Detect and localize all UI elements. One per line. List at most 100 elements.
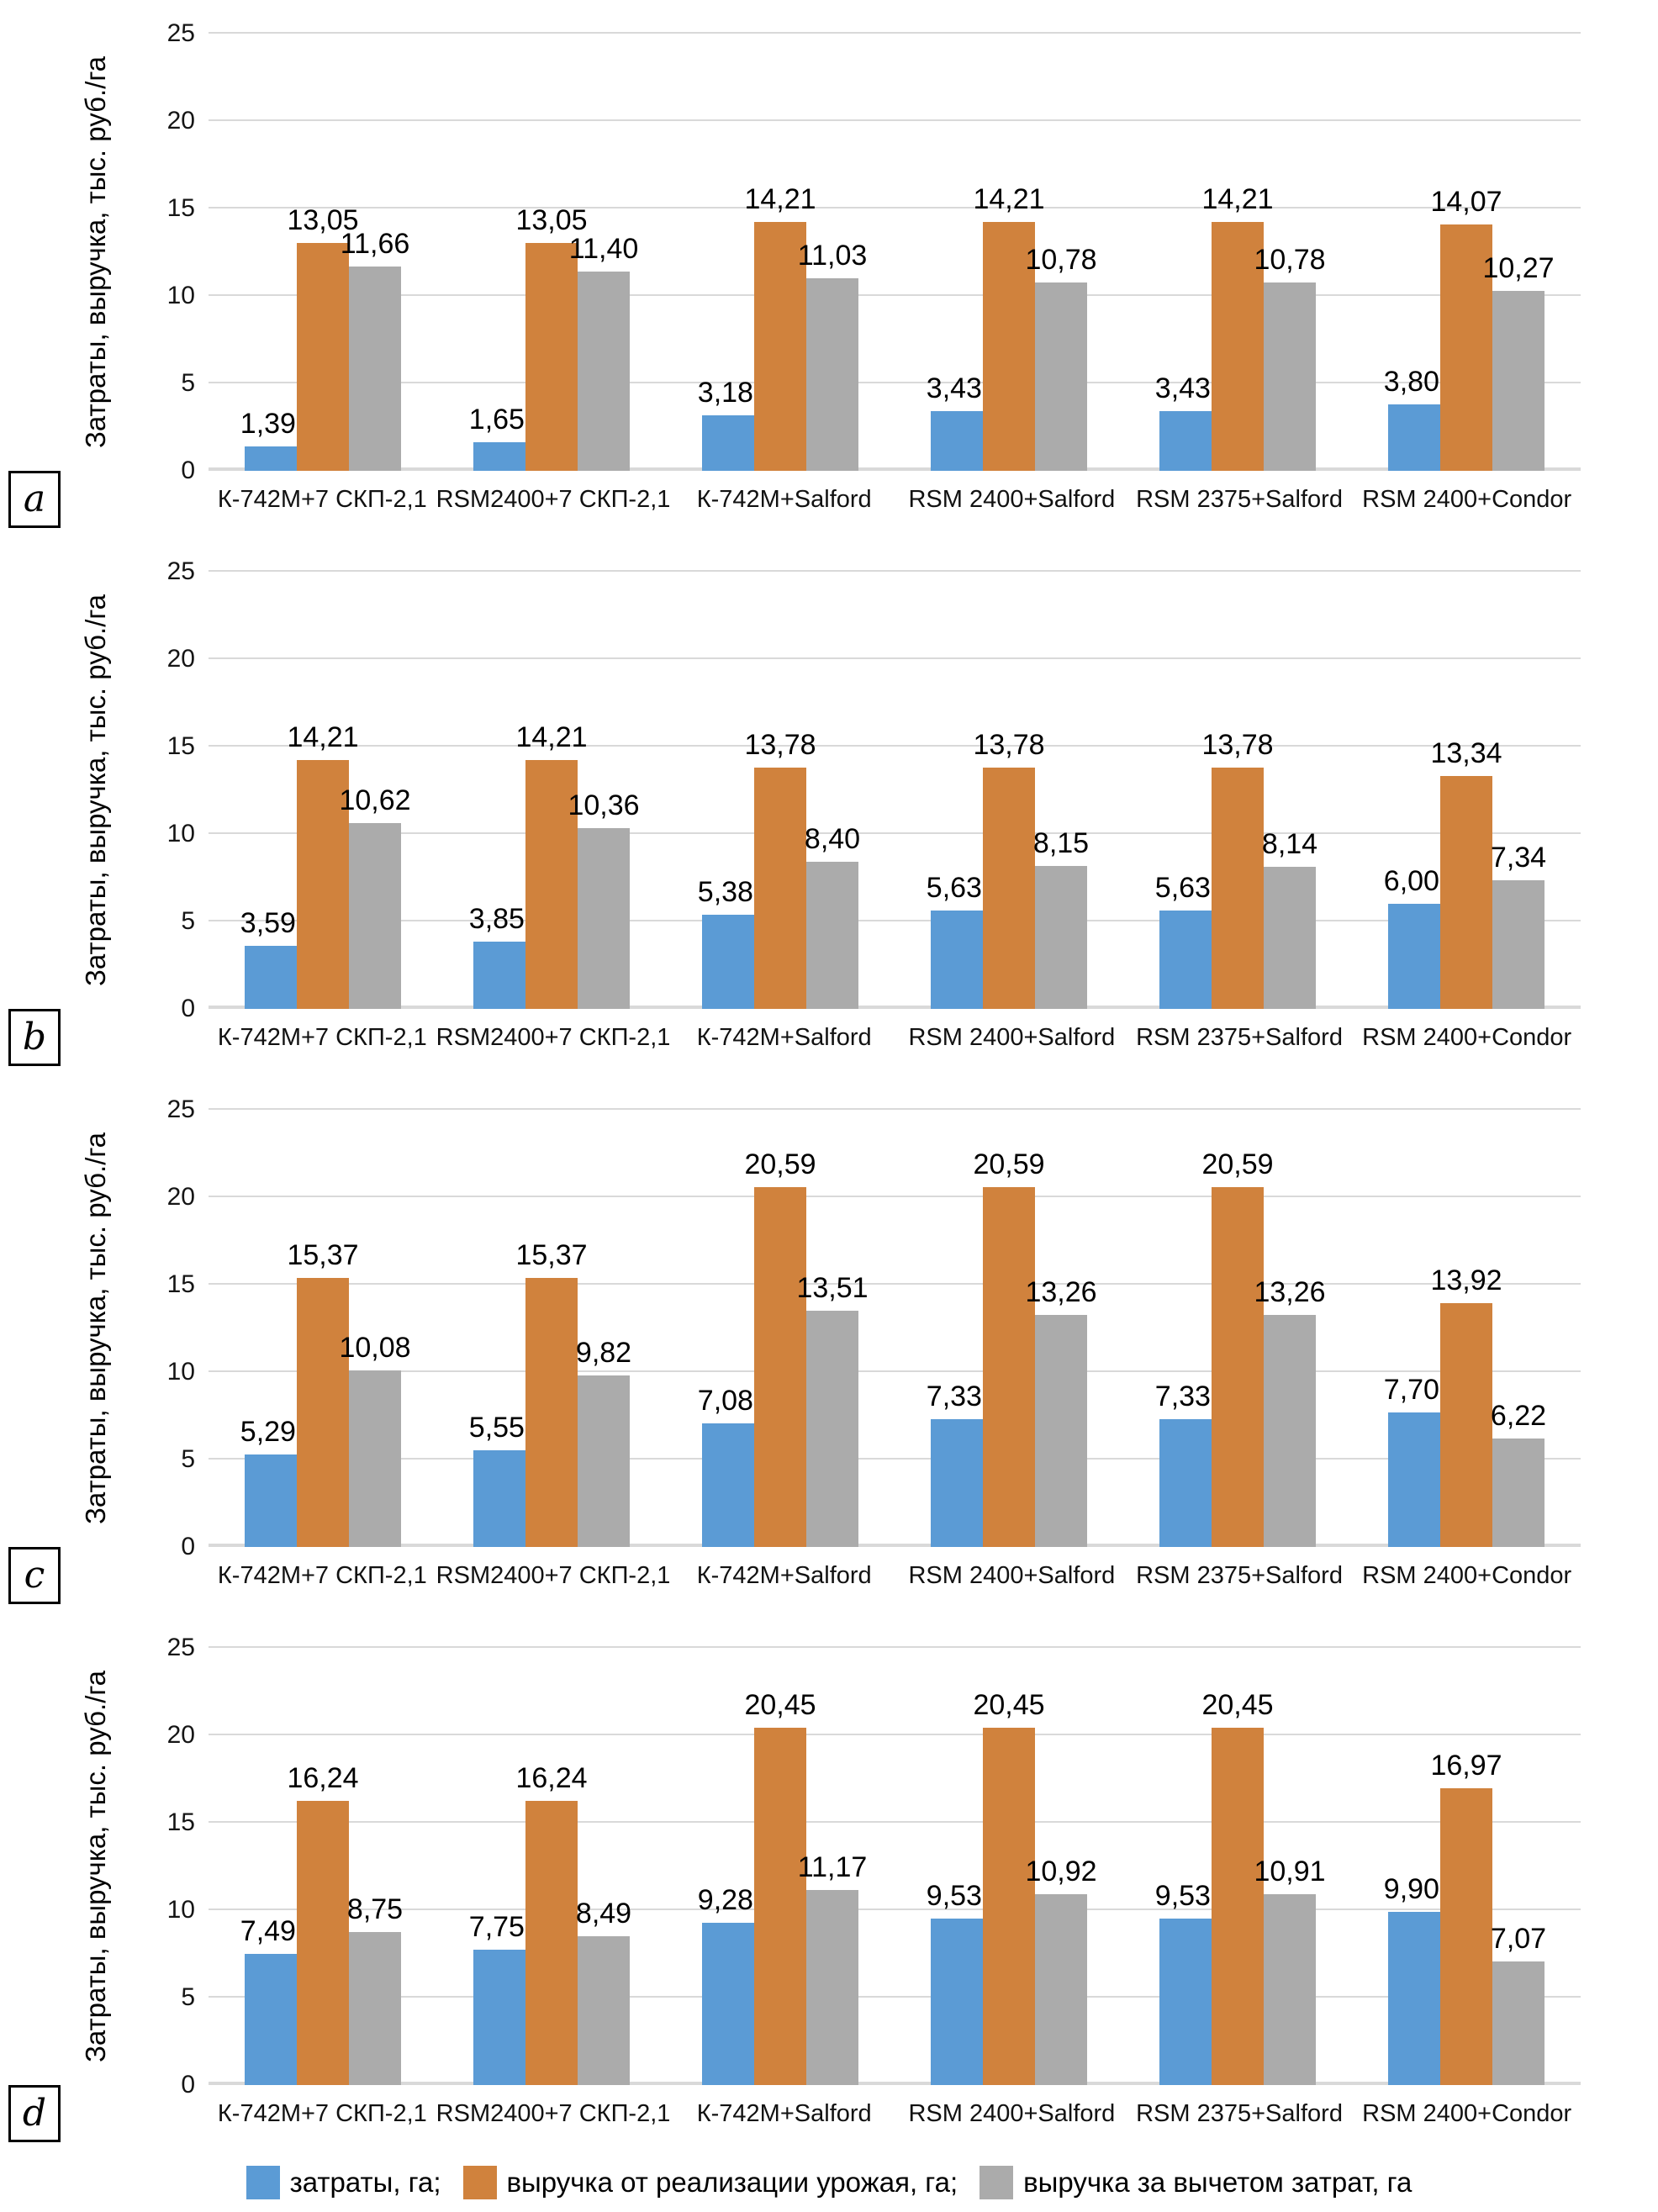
gridline bbox=[209, 1370, 1581, 1372]
bar-net-revenue bbox=[1264, 1894, 1316, 2085]
x-axis-category-labels: К-742М+7 СКП-2,1 RSM2400+7 СКП-2,1 К-742М+… bbox=[209, 486, 1581, 514]
legend-item-costs: затраты, га; bbox=[246, 2165, 441, 2199]
value-label-revenue: 20,59 bbox=[973, 1148, 1045, 1180]
bar-net-revenue bbox=[578, 271, 630, 471]
value-label-net-revenue: 8,15 bbox=[1032, 827, 1090, 860]
bar-revenue bbox=[1440, 1788, 1492, 2085]
value-label-revenue: 14,21 bbox=[287, 721, 359, 754]
bar-costs bbox=[473, 1949, 525, 2085]
value-label-revenue: 15,37 bbox=[515, 1239, 588, 1272]
chart-panel-c: Затраты, выручка, тыс. руб./га 0 5 10 15 20 2… bbox=[0, 1076, 1658, 1614]
bar-group: 9,53 20,45 10,91 bbox=[1123, 1648, 1352, 2085]
bar-costs bbox=[1159, 1918, 1212, 2085]
bar-costs bbox=[245, 446, 297, 471]
value-label-net-revenue: 8,75 bbox=[346, 1893, 404, 1925]
bar-revenue bbox=[983, 222, 1035, 471]
y-tick-label: 0 bbox=[181, 457, 195, 484]
bar-costs bbox=[702, 414, 754, 471]
category-label: К-742М+Salford bbox=[696, 486, 872, 513]
bar-slot: 20,59 bbox=[1201, 1110, 1274, 1547]
plot-area: 3,59 14,21 10,62 3,85 14,21 10,36 5,38 13,78 8,4… bbox=[209, 570, 1581, 1009]
bar-slot: 7,08 bbox=[698, 1110, 754, 1547]
bar-revenue bbox=[983, 1186, 1035, 1547]
value-label-net-revenue: 10,78 bbox=[1254, 243, 1326, 276]
x-axis-line bbox=[209, 2082, 1581, 2085]
category-label: К-742М+7 СКП-2,1 bbox=[217, 2100, 427, 2127]
bar-slot: 10,62 bbox=[339, 572, 411, 1009]
x-axis-category-labels: К-742М+7 СКП-2,1 RSM2400+7 СКП-2,1 К-742М+… bbox=[209, 1024, 1581, 1052]
bar-revenue bbox=[297, 1801, 349, 2085]
bar-net-revenue bbox=[806, 862, 858, 1009]
value-label-costs: 3,43 bbox=[1154, 372, 1211, 404]
bar-revenue bbox=[983, 768, 1035, 1009]
y-tick-label: 15 bbox=[166, 194, 195, 222]
gridline bbox=[209, 570, 1581, 572]
bar-net-revenue bbox=[1492, 1438, 1544, 1547]
bar-revenue bbox=[525, 760, 578, 1009]
gridline bbox=[209, 1458, 1581, 1460]
bar-slot: 3,85 bbox=[469, 572, 525, 1009]
y-axis-ticks: 0 5 10 15 20 25 bbox=[126, 559, 195, 1022]
gridline bbox=[209, 657, 1581, 659]
value-label-revenue: 13,34 bbox=[1430, 736, 1502, 769]
bar-slot: 3,43 bbox=[927, 34, 983, 471]
chart-panel-a: Затраты, выручка, тыс. руб./га 0 5 10 15 20 2… bbox=[0, 0, 1658, 538]
value-label-revenue: 16,24 bbox=[287, 1762, 359, 1795]
value-label-net-revenue: 10,27 bbox=[1482, 252, 1555, 285]
bar-net-revenue bbox=[578, 827, 630, 1009]
bar-slot: 8,14 bbox=[1262, 572, 1317, 1009]
bar-slot: 5,55 bbox=[469, 1110, 525, 1547]
y-tick-label: 25 bbox=[166, 19, 195, 47]
bar-net-revenue bbox=[578, 1936, 630, 2085]
bar-net-revenue bbox=[1492, 291, 1544, 471]
value-label-revenue: 13,92 bbox=[1430, 1264, 1502, 1297]
category-label: RSM 2375+Salford bbox=[1136, 1562, 1343, 1589]
bar-groups: 1,39 13,05 11,66 1,65 13,05 11,40 3,18 14,21 11,… bbox=[209, 34, 1581, 471]
bar-slot: 7,75 bbox=[469, 1648, 525, 2085]
gridline bbox=[209, 745, 1581, 747]
value-label-costs: 7,49 bbox=[240, 1915, 296, 1948]
value-label-costs: 7,33 bbox=[1154, 1380, 1211, 1412]
bar-costs bbox=[931, 410, 983, 471]
bar-slot: 10,08 bbox=[339, 1110, 411, 1547]
value-label-net-revenue: 6,22 bbox=[1490, 1399, 1547, 1432]
value-label-revenue: 20,45 bbox=[744, 1688, 816, 1721]
bar-slot: 14,21 bbox=[515, 572, 588, 1009]
bar-costs bbox=[702, 915, 754, 1009]
bar-slot: 20,59 bbox=[744, 1110, 816, 1547]
value-label-costs: 5,29 bbox=[240, 1415, 296, 1448]
category-label: RSM2400+7 СКП-2,1 bbox=[436, 1024, 671, 1051]
bar-slot: 3,59 bbox=[240, 572, 297, 1009]
y-tick-label: 15 bbox=[166, 732, 195, 760]
bar-costs bbox=[702, 1423, 754, 1547]
bar-group: 3,85 14,21 10,36 bbox=[437, 572, 666, 1009]
value-label-revenue: 14,21 bbox=[744, 183, 816, 216]
bar-group: 5,63 13,78 8,15 bbox=[895, 572, 1123, 1009]
value-label-costs: 7,33 bbox=[926, 1380, 982, 1412]
value-label-costs: 1,65 bbox=[468, 403, 525, 436]
y-axis-ticks: 0 5 10 15 20 25 bbox=[126, 21, 195, 483]
gridline bbox=[209, 1646, 1581, 1648]
bar-slot: 20,45 bbox=[1201, 1648, 1274, 2085]
value-label-revenue: 13,78 bbox=[973, 729, 1045, 762]
bar-revenue bbox=[1212, 768, 1264, 1009]
bar-revenue bbox=[525, 242, 578, 471]
value-label-revenue: 20,45 bbox=[1201, 1688, 1274, 1721]
bar-slot: 3,80 bbox=[1384, 34, 1440, 471]
bar-group: 6,00 13,34 7,34 bbox=[1352, 572, 1581, 1009]
y-tick-label: 25 bbox=[166, 1095, 195, 1123]
bar-net-revenue bbox=[1035, 866, 1087, 1009]
bar-slot: 5,38 bbox=[698, 572, 754, 1009]
gridline bbox=[209, 1108, 1581, 1110]
value-label-revenue: 20,45 bbox=[973, 1688, 1045, 1721]
value-label-revenue: 14,21 bbox=[1201, 183, 1274, 216]
bar-revenue bbox=[754, 768, 806, 1009]
bar-net-revenue bbox=[806, 1889, 858, 2085]
bar-costs bbox=[473, 1449, 525, 1547]
bar-slot: 9,53 bbox=[1155, 1648, 1212, 2085]
value-label-costs: 3,85 bbox=[468, 902, 525, 935]
bar-slot: 7,34 bbox=[1491, 572, 1546, 1009]
bar-costs bbox=[702, 1922, 754, 2085]
plot-area: 1,39 13,05 11,66 1,65 13,05 11,40 3,18 14,21 11,… bbox=[209, 32, 1581, 471]
x-axis-line bbox=[209, 467, 1581, 471]
